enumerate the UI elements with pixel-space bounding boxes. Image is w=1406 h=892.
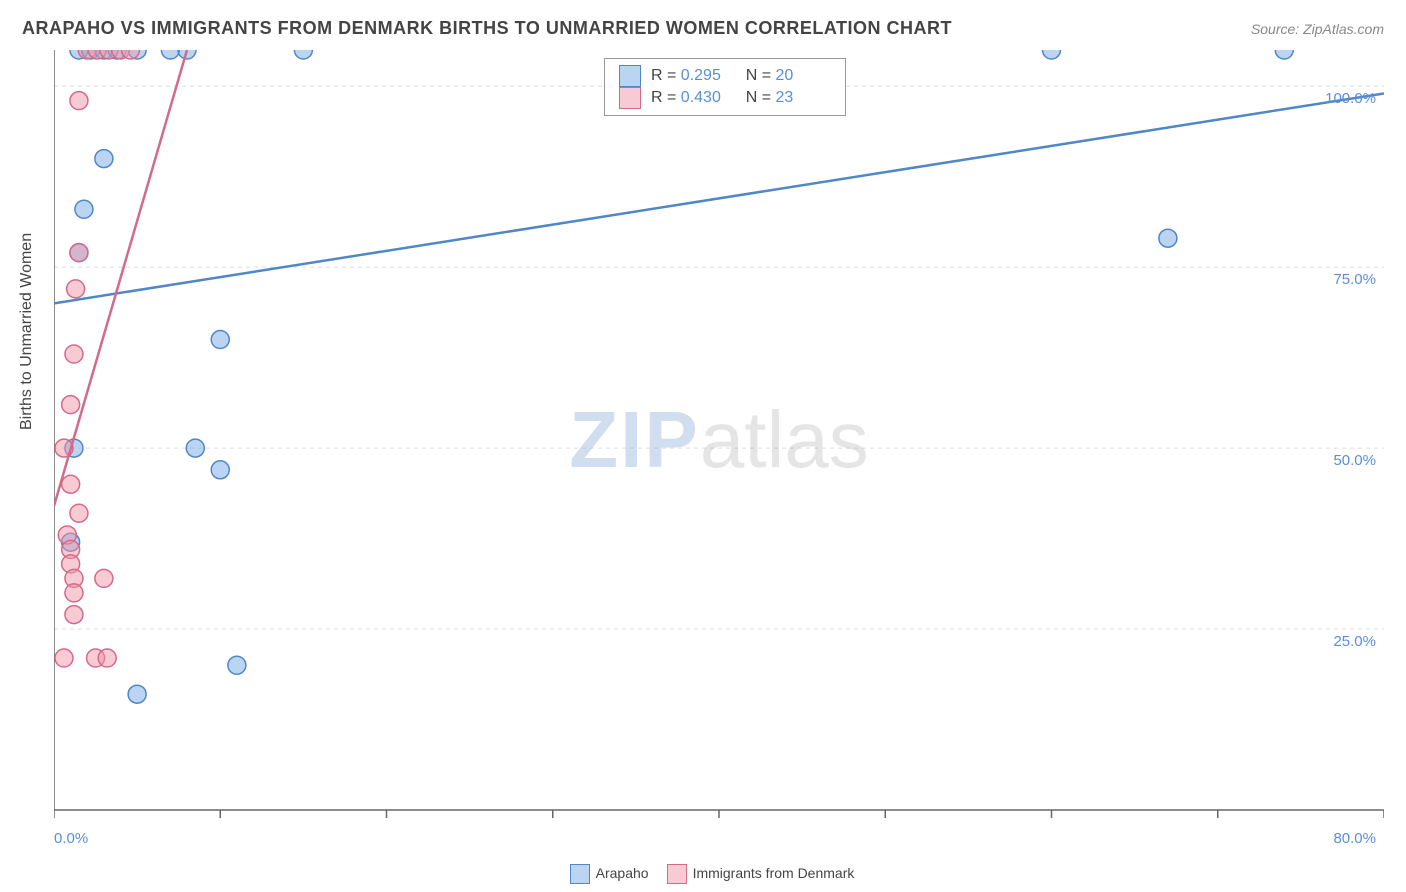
- stats-r-label: R =: [651, 67, 681, 84]
- data-point: [65, 584, 83, 602]
- x-tick-label: 80.0%: [1333, 830, 1376, 847]
- data-point: [228, 656, 246, 674]
- data-point: [161, 50, 179, 59]
- data-point: [1043, 50, 1061, 59]
- data-point: [294, 50, 312, 59]
- data-point: [65, 606, 83, 624]
- stats-n-value: 20: [775, 67, 831, 85]
- data-point: [65, 345, 83, 363]
- y-tick-label: 25.0%: [1333, 633, 1376, 650]
- stats-n-label: N =: [746, 67, 776, 84]
- stats-swatch: [619, 87, 641, 109]
- legend-swatch: [667, 864, 687, 884]
- x-tick-label: 0.0%: [54, 830, 88, 847]
- legend-label: Arapaho: [596, 865, 649, 881]
- legend-swatch: [570, 864, 590, 884]
- data-point: [1159, 229, 1177, 247]
- stats-r-value: 0.295: [681, 67, 737, 85]
- stats-n-label: N =: [746, 89, 776, 106]
- trend-line: [54, 93, 1384, 303]
- data-point: [186, 439, 204, 457]
- y-tick-label: 100.0%: [1325, 90, 1376, 107]
- scatter-plot: [54, 50, 1384, 830]
- data-point: [75, 200, 93, 218]
- chart-source: Source: ZipAtlas.com: [1251, 21, 1384, 37]
- data-point: [95, 150, 113, 168]
- data-point: [98, 649, 116, 667]
- series-legend: Arapaho Immigrants from Denmark: [0, 864, 1406, 884]
- data-point: [95, 569, 113, 587]
- stats-row: R = 0.430 N = 23: [619, 87, 831, 109]
- y-tick-label: 75.0%: [1333, 271, 1376, 288]
- chart-title: ARAPAHO VS IMMIGRANTS FROM DENMARK BIRTH…: [22, 18, 952, 39]
- data-point: [70, 92, 88, 110]
- stats-n-value: 23: [775, 89, 831, 107]
- stats-swatch: [619, 65, 641, 87]
- stats-row: R = 0.295 N = 20: [619, 65, 831, 87]
- data-point: [128, 685, 146, 703]
- data-point: [67, 280, 85, 298]
- trend-line: [54, 50, 187, 506]
- data-point: [62, 396, 80, 414]
- data-point: [211, 331, 229, 349]
- data-point: [62, 475, 80, 493]
- y-axis-label: Births to Unmarried Women: [18, 233, 36, 430]
- legend-label: Immigrants from Denmark: [693, 865, 855, 881]
- data-point: [70, 244, 88, 262]
- stats-box: R = 0.295 N = 20R = 0.430 N = 23: [604, 58, 846, 116]
- data-point: [211, 461, 229, 479]
- data-point: [55, 649, 73, 667]
- data-point: [1275, 50, 1293, 59]
- y-tick-label: 50.0%: [1333, 452, 1376, 469]
- chart-header: ARAPAHO VS IMMIGRANTS FROM DENMARK BIRTH…: [22, 18, 1384, 39]
- stats-r-label: R =: [651, 89, 681, 106]
- stats-r-value: 0.430: [681, 89, 737, 107]
- chart-area: ZIPatlas R = 0.295 N = 20R = 0.430 N = 2…: [54, 50, 1384, 830]
- data-point: [70, 504, 88, 522]
